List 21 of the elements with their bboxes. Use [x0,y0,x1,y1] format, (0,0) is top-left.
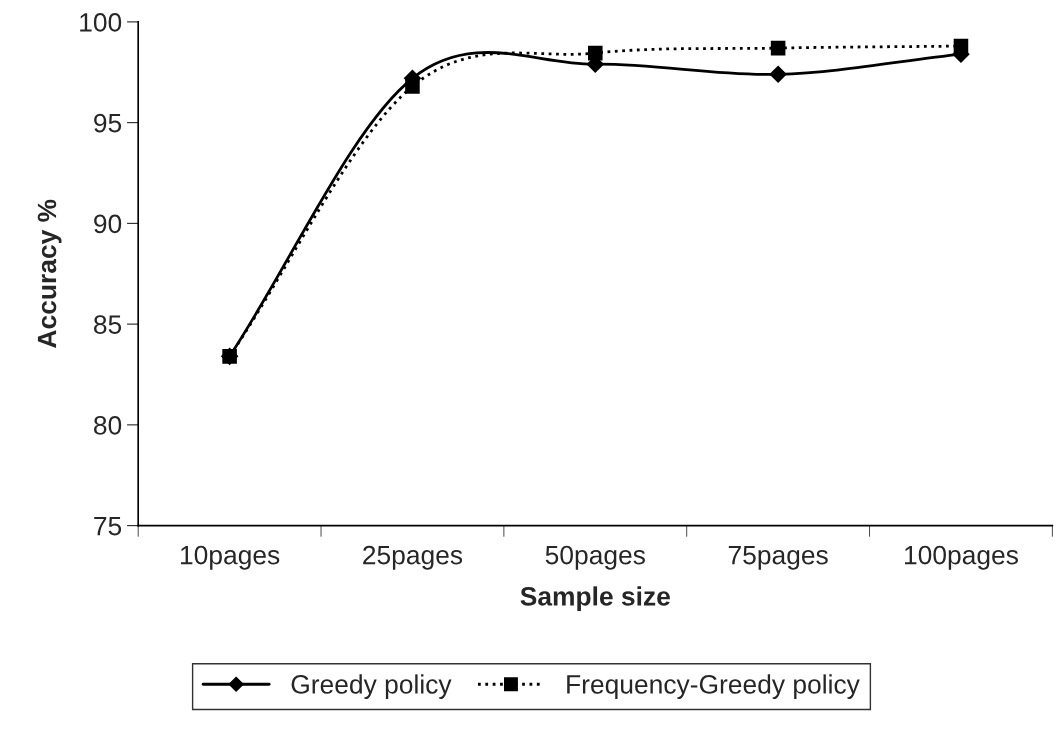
point [769,65,787,84]
y-tick-label: 85 [94,315,122,334]
y-tick-label: 75 [94,517,122,536]
y-axis-title: Accuracy % [37,199,62,348]
point [953,38,969,54]
x-tick-label: 50pages [545,545,645,570]
y-tick-label: 80 [94,415,122,435]
point [588,45,603,61]
x-tick-label: 100pages [905,545,1018,570]
x-tick-label: 10pages [181,545,280,570]
y-tick-label: 90 [94,214,122,234]
y-tick-label: 100 [80,13,122,32]
point [222,349,237,364]
x-axis-title: Sample size [520,586,670,611]
x-tick-label: 25pages [363,545,463,570]
x-tick-label: 75pages [728,546,828,570]
y-tick-label: 95 [94,113,122,133]
point [405,79,420,94]
legend-label: Frequency-Greedy policy [567,674,860,699]
point [770,40,786,56]
legend-label: Greedy policy [291,674,452,699]
